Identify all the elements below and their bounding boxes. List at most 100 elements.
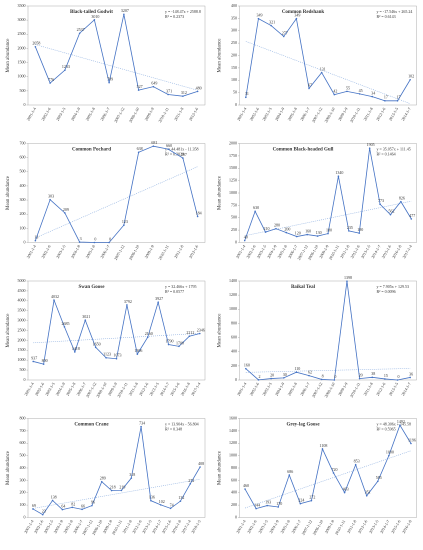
data-point xyxy=(257,379,260,381)
data-point xyxy=(115,357,118,360)
data-point xyxy=(320,71,323,74)
x-tick-label: 2008-1-10 xyxy=(323,106,336,123)
x-tick-label: 2016-1-8 xyxy=(179,381,191,396)
y-tick-label: 3000 xyxy=(18,318,26,323)
y-tick-label: 1000 xyxy=(18,357,26,362)
data-label: 826 xyxy=(399,196,405,201)
trend-equation: y = 32.466x + 1795 xyxy=(165,284,197,289)
data-label: 1492 xyxy=(397,419,405,424)
y-tick-label: 0 xyxy=(24,102,26,107)
x-tick-label: 2007-1-12 xyxy=(113,106,126,123)
data-point xyxy=(310,499,313,502)
data-label: 69 xyxy=(32,503,36,508)
trend-r-squared: R² = 0.348 xyxy=(165,426,182,431)
data-point xyxy=(64,212,66,214)
x-tick-label: 2001-1-4 xyxy=(23,381,35,396)
x-tick-label: 2009-1-9 xyxy=(143,106,155,121)
data-point xyxy=(51,499,54,502)
x-tick-label: 2012-1-6 xyxy=(138,381,150,396)
data-label: 0 xyxy=(398,374,400,379)
data-label: 630 xyxy=(253,205,259,210)
y-tick-label: 0 xyxy=(235,514,237,519)
x-tick-label: 2011-1-8 xyxy=(346,519,358,534)
x-tick-label: 2006-1-7 xyxy=(75,381,87,396)
data-label: 45 xyxy=(359,88,363,93)
data-point xyxy=(343,491,346,494)
data-point xyxy=(410,442,412,445)
y-tick-label: 1500 xyxy=(18,59,26,64)
x-tick-label: 2005-1-8 xyxy=(84,106,96,121)
chart-title: Common Redshank xyxy=(282,10,325,15)
data-point xyxy=(358,93,361,95)
data-point xyxy=(368,147,371,150)
x-tick-label: 2005-1-8 xyxy=(279,519,291,534)
x-tick-label: 2005-1-8 xyxy=(276,244,288,259)
data-label: 800 xyxy=(42,358,48,363)
y-tick-label: 500 xyxy=(20,453,26,458)
data-label: 686 xyxy=(287,469,293,474)
x-tick-label: 2010-1-11 xyxy=(349,381,362,398)
y-tick-label: 400 xyxy=(20,183,26,188)
plot-frame xyxy=(239,280,417,381)
x-tick-label: 2002-1-6 xyxy=(33,519,45,534)
data-point xyxy=(78,241,81,243)
y-tick-label: 1000 xyxy=(18,74,26,79)
data-label: 235 xyxy=(347,225,353,230)
data-label: 219 xyxy=(119,484,125,489)
data-point xyxy=(384,378,386,380)
data-label: 776 xyxy=(48,77,54,82)
y-tick-label: 500 xyxy=(20,169,26,174)
data-label: 123 xyxy=(122,219,128,224)
x-tick-label: 2005-1-8 xyxy=(62,519,74,534)
data-point xyxy=(321,448,324,450)
x-tick-label: 2010-1-11 xyxy=(349,106,362,123)
x-tick-label: 2014-1-7 xyxy=(151,519,163,534)
data-label: 597 xyxy=(181,152,187,157)
data-point xyxy=(316,235,319,237)
data-point xyxy=(152,145,155,147)
data-label: 210 xyxy=(264,226,270,231)
data-label: 102 xyxy=(408,74,414,79)
data-label: 17 xyxy=(384,95,388,100)
data-point xyxy=(288,474,291,476)
x-tick-label: 2006-1-7 xyxy=(287,244,299,259)
trend-line xyxy=(35,44,198,91)
y-tick-label: 50 xyxy=(233,90,237,95)
data-point xyxy=(150,499,152,502)
x-tick-label: 2004-1-9 xyxy=(266,244,278,259)
y-tick-label: 500 xyxy=(231,215,237,220)
y-tick-label: 0 xyxy=(235,239,237,244)
y-tick-label: 1400 xyxy=(229,278,237,283)
x-tick-label: 2005-1-8 xyxy=(286,381,298,396)
data-point xyxy=(41,513,44,516)
data-point xyxy=(188,335,191,338)
x-tick-label: 2009-1-9 xyxy=(106,381,118,396)
data-point xyxy=(358,232,361,234)
x-tick-label: 2003-1-5 xyxy=(256,244,268,259)
x-tick-label: 2001-1-4 xyxy=(235,519,247,534)
y-tick-label: 800 xyxy=(231,320,237,325)
data-label: 102 xyxy=(159,499,165,504)
plot-frame xyxy=(27,143,206,243)
x-tick-label: 2011-1-8 xyxy=(339,244,351,259)
x-tick-label: 2014-1-7 xyxy=(370,244,382,259)
data-point xyxy=(388,454,390,457)
data-point xyxy=(295,371,298,374)
data-point xyxy=(64,69,66,71)
x-tick-label: 2003-1-5 xyxy=(55,244,67,259)
data-label: 1073 xyxy=(114,353,122,358)
data-label: 280 xyxy=(274,223,280,228)
data-label: 36 xyxy=(409,371,413,376)
data-label: 789 xyxy=(107,77,113,82)
trend-equation: y = 48.306x + 145.58 xyxy=(377,421,412,426)
data-label: 1418 xyxy=(72,346,80,351)
x-tick-label: 2002-1-6 xyxy=(246,519,258,534)
trend-equation: y = 13.904x - 56.804 xyxy=(165,421,199,426)
x-tick-label: 2016-1-8 xyxy=(391,244,403,259)
data-label: 349 xyxy=(294,13,300,18)
data-point xyxy=(327,232,329,235)
x-tick-label: 2011-1-8 xyxy=(173,244,185,259)
y-tick-label: 4500 xyxy=(18,288,26,293)
y-tick-label: 300 xyxy=(231,28,237,33)
data-label: 1650 xyxy=(93,341,101,346)
